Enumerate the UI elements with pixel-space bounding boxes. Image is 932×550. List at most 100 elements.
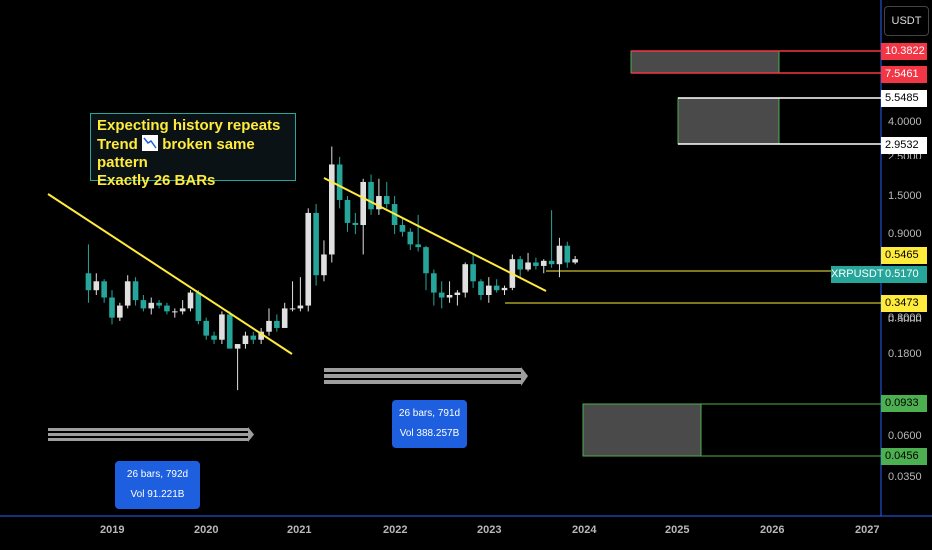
candle-body[interactable] xyxy=(187,292,194,309)
candle-body[interactable] xyxy=(321,254,327,276)
time-tick: 2027 xyxy=(855,524,880,536)
candle-body[interactable] xyxy=(336,164,343,200)
candle-body[interactable] xyxy=(329,164,335,255)
candle-body[interactable] xyxy=(360,181,366,226)
price-badge-5-5485[interactable]: 5.5485 xyxy=(881,90,927,107)
candle-body[interactable] xyxy=(274,320,280,328)
annotation-line-3: Exactly 26 BARs xyxy=(97,172,216,189)
candle-body[interactable] xyxy=(305,212,312,306)
candle-body[interactable] xyxy=(203,320,209,336)
candle-body[interactable] xyxy=(148,302,155,309)
candle-body[interactable] xyxy=(446,295,453,298)
trendline-second-cycle[interactable] xyxy=(323,177,547,292)
candle-body[interactable] xyxy=(517,259,523,270)
range-volume: Vol 388.257B xyxy=(399,428,460,439)
candle-body[interactable] xyxy=(85,273,92,291)
candle-body[interactable] xyxy=(470,264,476,282)
range-volume: Vol 91.221B xyxy=(130,489,185,500)
chart-decreasing-icon xyxy=(142,135,159,151)
candle-body[interactable] xyxy=(352,222,359,226)
price-tick: 1.5000 xyxy=(888,190,922,202)
annotation-box[interactable]: Expecting history repeats Trend broken s… xyxy=(90,113,296,189)
price-badge-2-9532[interactable]: 2.9532 xyxy=(881,137,927,154)
price-badge-0-5465[interactable]: 0.5465 xyxy=(881,247,927,264)
candle-body[interactable] xyxy=(226,314,233,349)
candle-body[interactable] xyxy=(140,300,147,309)
annotation-line-2-prefix: Trend xyxy=(97,136,138,153)
candle-body[interactable] xyxy=(172,311,178,313)
candle-body[interactable] xyxy=(250,335,257,340)
candle-body[interactable] xyxy=(179,308,186,312)
candle-body[interactable] xyxy=(195,292,202,321)
candle-body[interactable] xyxy=(462,264,469,293)
candle-body[interactable] xyxy=(486,285,492,296)
candle-body[interactable] xyxy=(156,302,162,306)
price-tick: 0.1800 xyxy=(888,348,922,360)
target-box-top[interactable] xyxy=(630,50,780,74)
candle-body[interactable] xyxy=(313,212,319,276)
time-tick: 2020 xyxy=(194,524,219,536)
candle-body[interactable] xyxy=(132,281,139,301)
candle-body[interactable] xyxy=(211,335,217,340)
currency-button[interactable]: USDT xyxy=(884,6,929,36)
time-tick: 2025 xyxy=(665,524,690,536)
range-label-first[interactable]: 26 bars, 792d Vol 91.221B xyxy=(115,461,200,509)
candle-body[interactable] xyxy=(93,281,100,291)
price-badge-7-5461[interactable]: 7.5461 xyxy=(881,66,927,83)
candle-body[interactable] xyxy=(109,297,115,318)
candle-body[interactable] xyxy=(407,231,414,245)
candle-body[interactable] xyxy=(383,196,390,205)
target-box-bottom[interactable] xyxy=(582,403,702,457)
candle-body[interactable] xyxy=(572,259,578,263)
candle-body[interactable] xyxy=(164,305,170,312)
symbol-tag[interactable]: XRPUSDT xyxy=(831,266,884,283)
candle-body[interactable] xyxy=(525,262,531,270)
candle-body[interactable] xyxy=(281,308,288,328)
candle-body[interactable] xyxy=(219,314,225,340)
time-tick: 2026 xyxy=(760,524,785,536)
candle-body[interactable] xyxy=(423,247,429,274)
candle-body[interactable] xyxy=(258,331,264,340)
price-badge-0-0933[interactable]: 0.0933 xyxy=(881,395,927,412)
target-box-middle[interactable] xyxy=(677,97,780,145)
candle-body[interactable] xyxy=(501,287,508,291)
candle-body[interactable] xyxy=(376,196,382,210)
candle-body[interactable] xyxy=(399,225,406,232)
candle-body[interactable] xyxy=(454,292,461,296)
bars-pattern-second[interactable] xyxy=(324,367,528,386)
price-badge-0-5170[interactable]: 0.5170 xyxy=(881,266,927,283)
candle-body[interactable] xyxy=(548,260,555,265)
candle-body[interactable] xyxy=(344,199,351,223)
candle-body[interactable] xyxy=(368,181,374,210)
candle-body[interactable] xyxy=(478,281,484,296)
candle-body[interactable] xyxy=(289,308,296,310)
annotation-line-1: Expecting history repeats xyxy=(97,117,281,134)
range-label-second[interactable]: 26 bars, 791d Vol 388.257B xyxy=(392,400,467,448)
candle-body[interactable] xyxy=(493,285,500,291)
time-tick: 2024 xyxy=(572,524,597,536)
candle-body[interactable] xyxy=(297,305,304,309)
annotation-line-2-suffix: broken same pattern xyxy=(97,136,255,171)
bars-pattern-first[interactable] xyxy=(48,427,254,442)
price-badge-10-3822[interactable]: 10.3822 xyxy=(881,43,927,60)
candle-body[interactable] xyxy=(415,244,421,248)
price-tick: 4.0000 xyxy=(888,116,922,128)
candle-body[interactable] xyxy=(438,292,445,298)
candle-body[interactable] xyxy=(124,281,131,306)
candle-body[interactable] xyxy=(564,245,571,263)
candle-body[interactable] xyxy=(540,260,547,266)
candle-body[interactable] xyxy=(117,305,123,318)
candle-body[interactable] xyxy=(431,273,437,293)
candle-body[interactable] xyxy=(266,320,272,332)
price-badge-0-3473[interactable]: 0.3473 xyxy=(881,295,927,312)
trendline-first-cycle[interactable] xyxy=(47,193,293,355)
candle-body[interactable] xyxy=(556,245,563,265)
candle-body[interactable] xyxy=(242,335,249,345)
candle-body[interactable] xyxy=(234,344,241,349)
price-badge-0-0456[interactable]: 0.0456 xyxy=(881,448,927,465)
candle-body[interactable] xyxy=(101,281,107,298)
time-tick: 2022 xyxy=(383,524,408,536)
candle-body[interactable] xyxy=(533,262,539,266)
